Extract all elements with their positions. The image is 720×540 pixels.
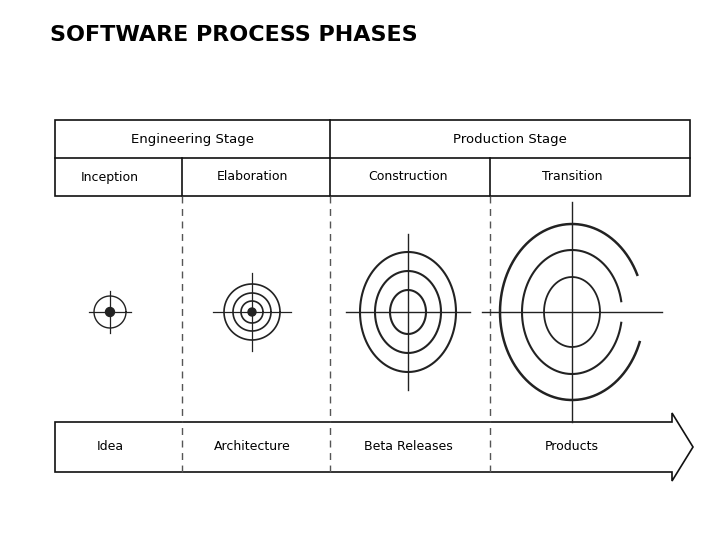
Text: Inception: Inception: [81, 171, 139, 184]
Text: Beta Releases: Beta Releases: [364, 441, 452, 454]
Text: Construction: Construction: [368, 171, 448, 184]
Text: Idea: Idea: [96, 441, 124, 454]
Text: Elaboration: Elaboration: [216, 171, 288, 184]
Circle shape: [106, 307, 114, 316]
Text: Production Stage: Production Stage: [453, 132, 567, 145]
Text: Products: Products: [545, 441, 599, 454]
Text: SOFTWARE PROCESS PHASES: SOFTWARE PROCESS PHASES: [50, 25, 418, 45]
Bar: [55, 120, 690, 196]
Circle shape: [248, 308, 256, 316]
Text: Transition: Transition: [541, 171, 602, 184]
Text: Engineering Stage: Engineering Stage: [131, 132, 254, 145]
Text: Architecture: Architecture: [214, 441, 290, 454]
